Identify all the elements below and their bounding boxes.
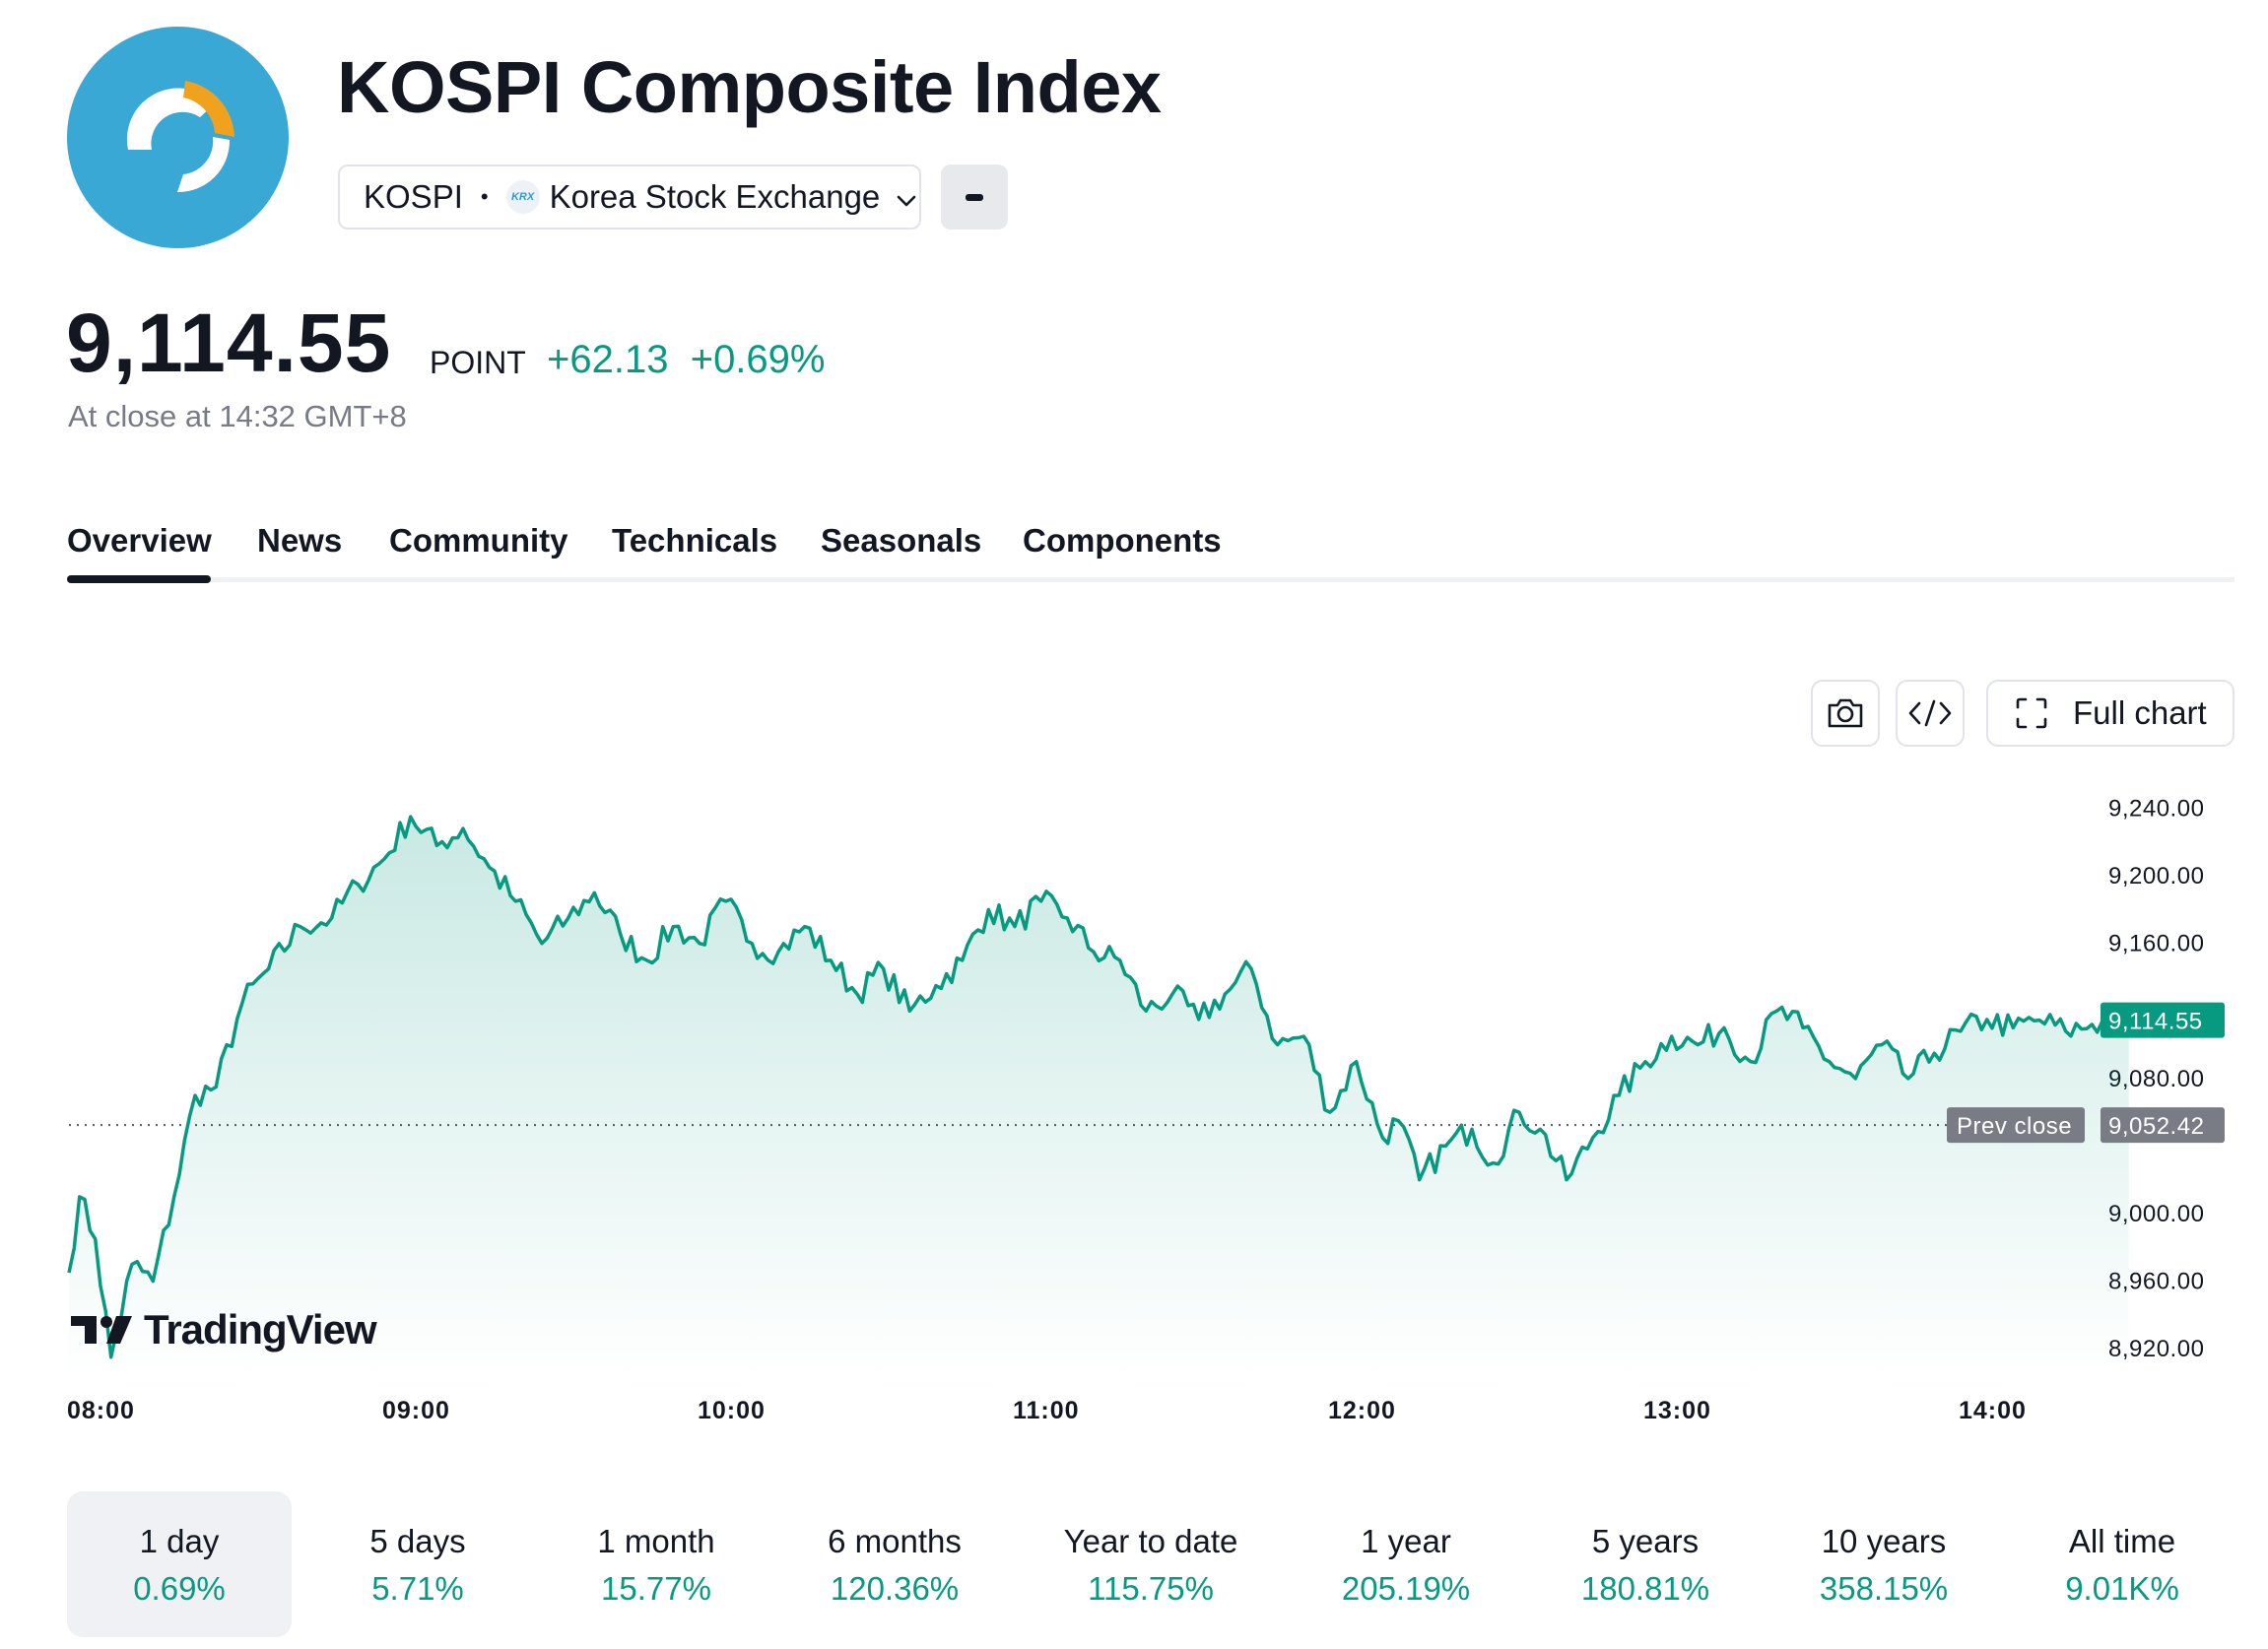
x-tick-label: 08:00 [67, 1397, 135, 1424]
last-price-text: 9,114.55 [2108, 1009, 2203, 1035]
chevron-down-icon [896, 178, 917, 216]
period-label: 10 years [1821, 1523, 1947, 1559]
period-10-years[interactable]: 10 years 358.15% [1771, 1491, 1996, 1637]
remove-watchlist-button[interactable] [941, 165, 1008, 230]
exchange-label: Korea Stock Exchange [549, 178, 881, 215]
symbol-exchange-dropdown[interactable]: KOSPI • KRX Korea Stock Exchange [338, 165, 921, 230]
period-5-years[interactable]: 5 years 180.81% [1533, 1491, 1758, 1637]
y-tick-label: 9,240.00 [2108, 796, 2204, 823]
period-return: 180.81% [1580, 1570, 1710, 1607]
full-chart-button[interactable]: Full chart [1986, 680, 2235, 747]
x-tick-label: 10:00 [698, 1397, 766, 1424]
period-return: 358.15% [1819, 1570, 1949, 1607]
period-1-day[interactable]: 1 day 0.69% [67, 1491, 292, 1637]
last-price: 9,114.55 [66, 297, 392, 389]
expand-icon [2016, 697, 2047, 729]
period-label: Year to date [1063, 1523, 1238, 1559]
change-percent: +0.69% [690, 338, 826, 381]
period-return: 9.01K% [2065, 1570, 2179, 1607]
last-price-label: 9,114.55 [2101, 1002, 2225, 1038]
price-line [67, 815, 2130, 1359]
section-tabs: Overview News Community Technicals Seaso… [67, 522, 2235, 585]
tabs-divider [67, 577, 2235, 582]
x-tick-label: 13:00 [1643, 1397, 1711, 1424]
last-price-badge [2101, 1002, 2225, 1038]
tradingview-logo-icon [71, 1316, 132, 1344]
full-chart-label: Full chart [2073, 694, 2207, 731]
period-5-days[interactable]: 5 days 5.71% [305, 1491, 530, 1637]
price-area-fill [69, 817, 2129, 1379]
price-chart[interactable]: 9,240.009,200.009,160.009,080.009,000.00… [0, 768, 2268, 1458]
period-label: 1 day [139, 1523, 220, 1559]
x-tick-label: 12:00 [1328, 1397, 1396, 1424]
period-return: 0.69% [133, 1570, 226, 1607]
index-logo [67, 27, 289, 248]
period-label: 6 months [828, 1523, 962, 1559]
tab-news[interactable]: News [257, 522, 343, 559]
prev-close-value-text: 9,052.42 [2108, 1113, 2204, 1140]
y-tick-label: 9,160.00 [2108, 931, 2204, 957]
camera-icon [1828, 698, 1863, 728]
period-return: 15.77% [601, 1570, 711, 1607]
x-tick-label: 09:00 [382, 1397, 450, 1424]
tab-components[interactable]: Components [1023, 522, 1222, 559]
active-tab-indicator [67, 575, 211, 583]
period-return: 120.36% [830, 1570, 960, 1607]
period-1-month[interactable]: 1 month 15.77% [544, 1491, 768, 1637]
tradingview-wordmark: TradingView [144, 1306, 377, 1352]
period-selector: 1 day 0.69% 5 days 5.71% 1 month 15.77% … [67, 1491, 2235, 1639]
period-label: All time [2068, 1523, 2176, 1559]
period-label: 5 days [369, 1523, 466, 1559]
separator-dot: • [480, 184, 489, 209]
page-title: KOSPI Composite Index [337, 46, 1162, 128]
period-label: 5 years [1591, 1523, 1700, 1559]
tab-overview[interactable]: Overview [67, 522, 212, 559]
period-all-time[interactable]: All time 9.01K% [2010, 1491, 2235, 1637]
prev-close-value-badge [2101, 1107, 2225, 1144]
prev-close-tag-text: Prev close [1957, 1113, 2072, 1140]
tab-technicals[interactable]: Technicals [612, 522, 778, 559]
x-axis: 08:00 09:00 10:00 11:00 12:00 13:00 14:00 [67, 1397, 2027, 1424]
period-label: 1 year [1361, 1523, 1451, 1559]
symbol-label: KOSPI [364, 178, 463, 215]
tab-community[interactable]: Community [389, 522, 568, 559]
tradingview-watermark[interactable]: TradingView [71, 1306, 377, 1353]
tab-seasonals[interactable]: Seasonals [821, 522, 982, 559]
y-tick-label: 9,200.00 [2108, 863, 2204, 890]
prev-close-tag [1947, 1107, 2085, 1144]
kospi-logo-icon [126, 81, 234, 193]
minus-icon [966, 193, 983, 201]
price-unit: POINT [430, 345, 526, 380]
price-change: +62.13 +0.69% [547, 338, 825, 382]
period-return: 5.71% [371, 1570, 464, 1607]
period-year-to-date[interactable]: Year to date 115.75% [1038, 1491, 1263, 1637]
snapshot-button[interactable] [1811, 680, 1880, 747]
x-tick-label: 14:00 [1959, 1397, 2027, 1424]
period-label: 1 month [597, 1523, 715, 1559]
code-icon [1908, 699, 1952, 727]
x-tick-label: 11:00 [1013, 1397, 1080, 1424]
period-6-months[interactable]: 6 months 120.36% [782, 1491, 1007, 1637]
period-1-year[interactable]: 1 year 205.19% [1294, 1491, 1518, 1637]
change-points: +62.13 [547, 338, 669, 381]
period-return: 115.75% [1088, 1570, 1214, 1607]
period-return: 205.19% [1341, 1570, 1471, 1607]
market-status: At close at 14:32 GMT+8 [68, 399, 407, 433]
embed-button[interactable] [1896, 680, 1965, 747]
krx-exchange-icon: KRX [505, 180, 540, 214]
prev-close-label: Prev close 9,052.42 [1947, 1107, 2225, 1144]
